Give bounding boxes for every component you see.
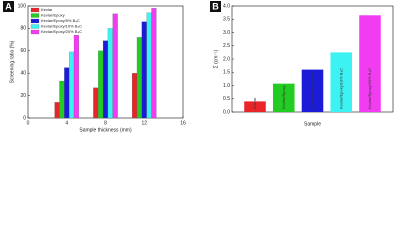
panel-label: A	[5, 1, 12, 11]
category-label: Kevlar	[252, 97, 257, 109]
legend-label: Kevlar/Epoxy/20% B₄C	[41, 29, 82, 34]
bar	[73, 35, 79, 119]
legend-swatch	[30, 29, 40, 35]
bar	[244, 101, 266, 112]
bar	[64, 67, 70, 119]
bar	[54, 102, 60, 119]
bar	[93, 87, 99, 119]
x-tick-label: 0	[27, 120, 30, 126]
panel-label: B	[212, 1, 219, 11]
category-label: Kevlar/Epoxy/10% B₄C	[338, 68, 343, 109]
legend-label: Kevlar/Epoxy	[41, 13, 65, 18]
y-tick-label: 3.5	[223, 17, 230, 23]
legend-swatch	[30, 7, 40, 13]
bar	[98, 50, 104, 119]
page: {"chart_data": [ {"type": "bar", "panel"…	[3, 1, 394, 134]
legend-label: Kevlar	[41, 7, 53, 12]
bar	[146, 12, 152, 119]
bar	[69, 51, 75, 119]
y-axis-label: Σ (cm⁻¹)	[213, 49, 219, 68]
legend-swatch	[30, 18, 40, 24]
category-label: Kevlar/Epoxy/5% B₄C	[310, 70, 315, 109]
bar	[136, 37, 142, 119]
bar	[107, 28, 113, 119]
y-tick-label: 80	[20, 26, 26, 32]
bar	[141, 21, 147, 119]
y-tick-label: 60	[20, 48, 26, 54]
bar	[59, 80, 65, 119]
bar	[132, 73, 138, 119]
x-tick-label: 12	[141, 120, 147, 126]
category-label: Kevlar/Epoxy/20% B₄C	[367, 68, 372, 109]
x-tick-label: 16	[180, 120, 186, 126]
x-tick-label: 8	[104, 120, 107, 126]
y-tick-label: 2.0	[223, 56, 230, 62]
category-label: Kevlar/Epoxy	[281, 85, 286, 109]
y-tick-label: 0.0	[223, 109, 230, 115]
legend-swatch	[30, 13, 40, 18]
y-tick-label: 1.0	[223, 83, 230, 89]
y-tick-label: 3.0	[223, 30, 230, 36]
y-tick-label: 0	[23, 115, 26, 121]
bar	[102, 40, 109, 119]
x-tick-label: 4	[65, 120, 68, 126]
bar	[272, 83, 295, 112]
x-axis-label: Sample thickness (mm)	[79, 127, 132, 133]
bar	[301, 69, 324, 112]
y-tick-label: 40	[20, 71, 26, 77]
legend-label: Kevlar/Epoxy/5% B₄C	[41, 18, 80, 23]
y-tick-label: 100	[18, 3, 27, 9]
y-tick-label: 1.5	[223, 70, 230, 76]
bar	[151, 8, 157, 119]
x-axis-label: Sample	[304, 121, 321, 127]
legend-label: Kevlar/Epoxy/10% B₄C	[41, 24, 82, 29]
bar	[112, 13, 118, 119]
y-tick-label: 2.5	[223, 43, 230, 49]
legend-swatch	[30, 24, 40, 29]
y-tick-label: 20	[20, 93, 26, 99]
panel-badge	[3, 1, 14, 12]
y-axis-label: Screening ratio (%)	[9, 40, 15, 83]
panel-badge	[210, 1, 221, 12]
y-tick-label: 0.5	[223, 96, 230, 102]
bar	[359, 15, 381, 112]
y-tick-label: 4.0	[223, 3, 230, 9]
bar	[330, 52, 353, 112]
